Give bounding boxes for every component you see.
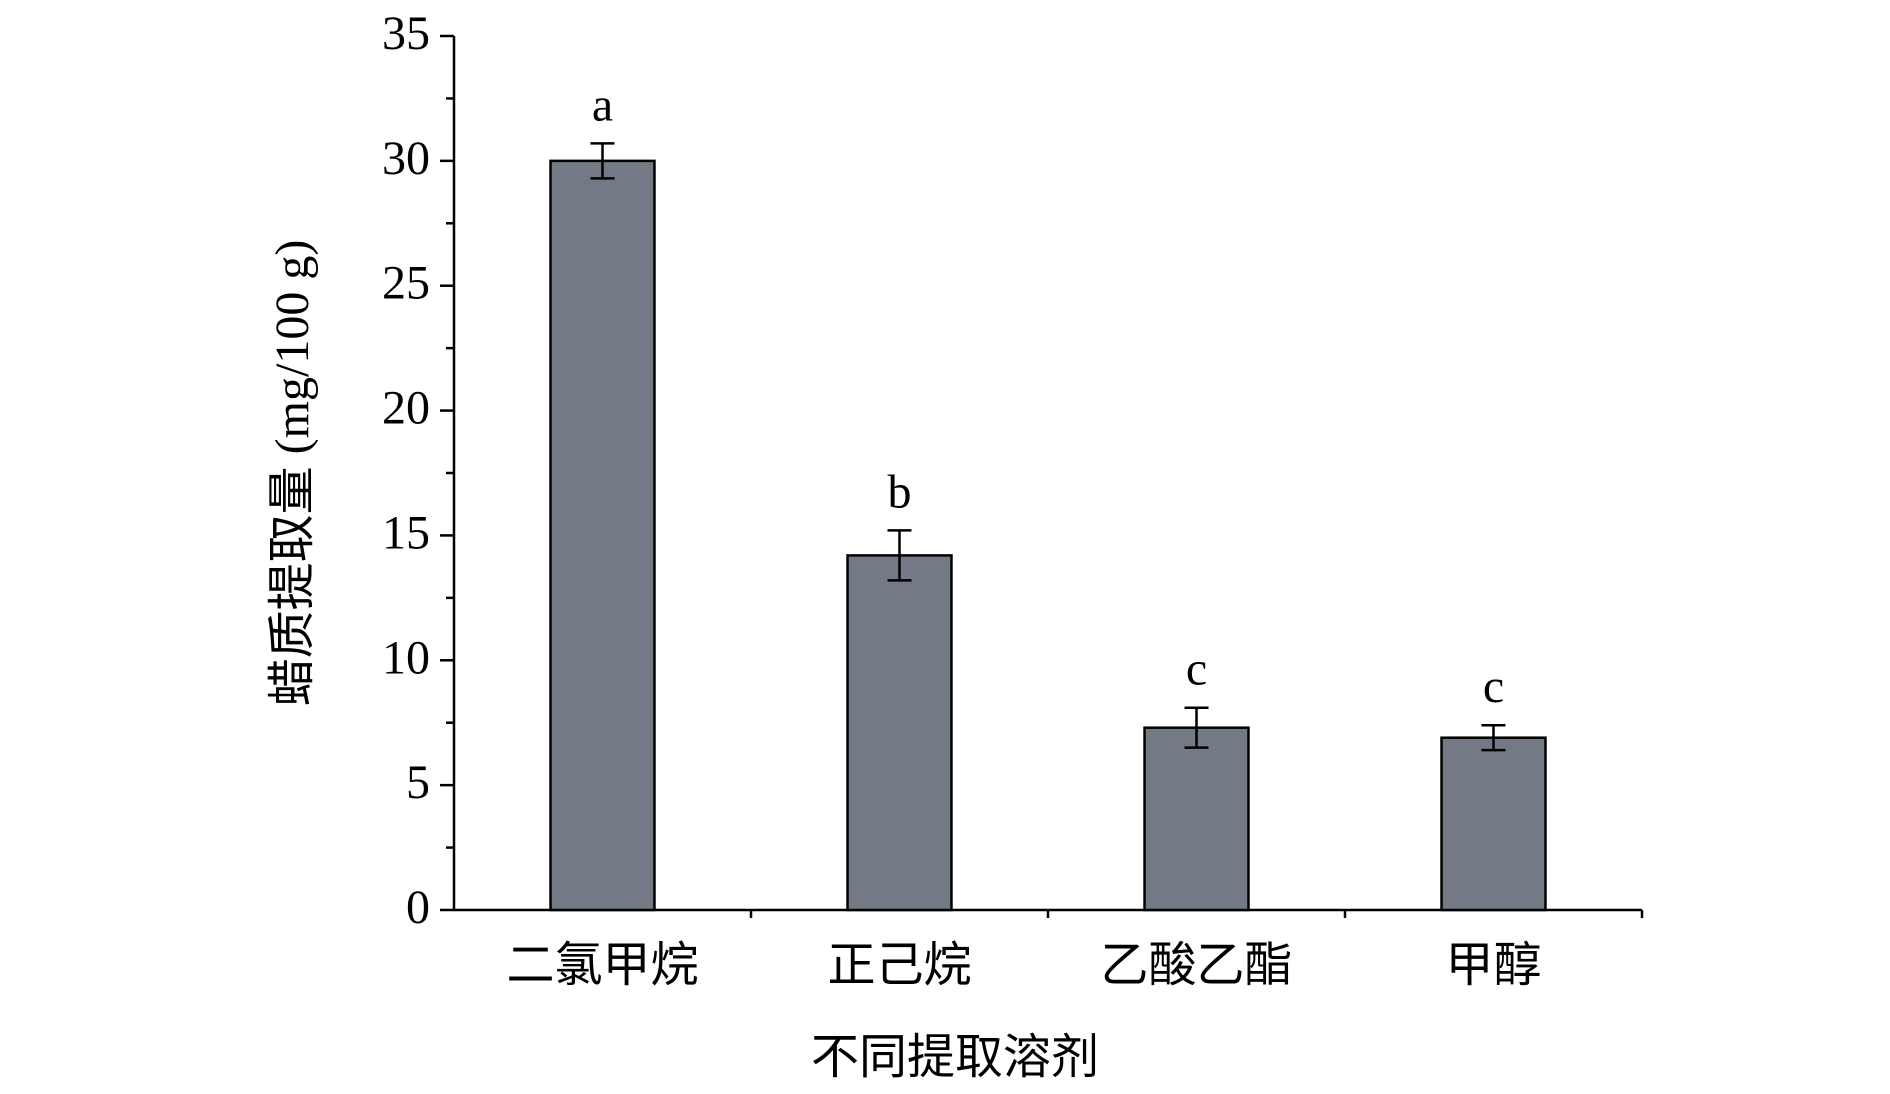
- y-axis-label: 蜡质提取量 (mg/100 g): [266, 240, 319, 707]
- y-tick-label: 0: [406, 881, 430, 934]
- x-tick-label: 二氯甲烷: [506, 939, 698, 992]
- bar: [549, 159, 656, 912]
- y-tick-label: 10: [382, 631, 430, 684]
- x-axis-label: 不同提取溶剂: [811, 1031, 1099, 1084]
- significance-label: c: [1483, 660, 1504, 713]
- y-tick-label: 30: [382, 132, 430, 185]
- significance-label: c: [1186, 643, 1207, 696]
- y-tick-label: 25: [382, 257, 430, 310]
- x-tick-label: 甲醇: [1445, 939, 1541, 992]
- x-tick-label: 乙酸乙酯: [1100, 939, 1292, 992]
- y-tick-label: 20: [382, 382, 430, 435]
- significance-label: b: [888, 465, 912, 518]
- y-tick-label: 15: [382, 506, 430, 559]
- y-tick-label: 5: [406, 756, 430, 809]
- x-tick-label: 正己烷: [827, 939, 971, 992]
- bar: [846, 554, 953, 912]
- bar: [1440, 736, 1547, 912]
- bar: [1143, 726, 1250, 912]
- y-tick-label: 35: [382, 7, 430, 60]
- significance-label: a: [592, 78, 613, 131]
